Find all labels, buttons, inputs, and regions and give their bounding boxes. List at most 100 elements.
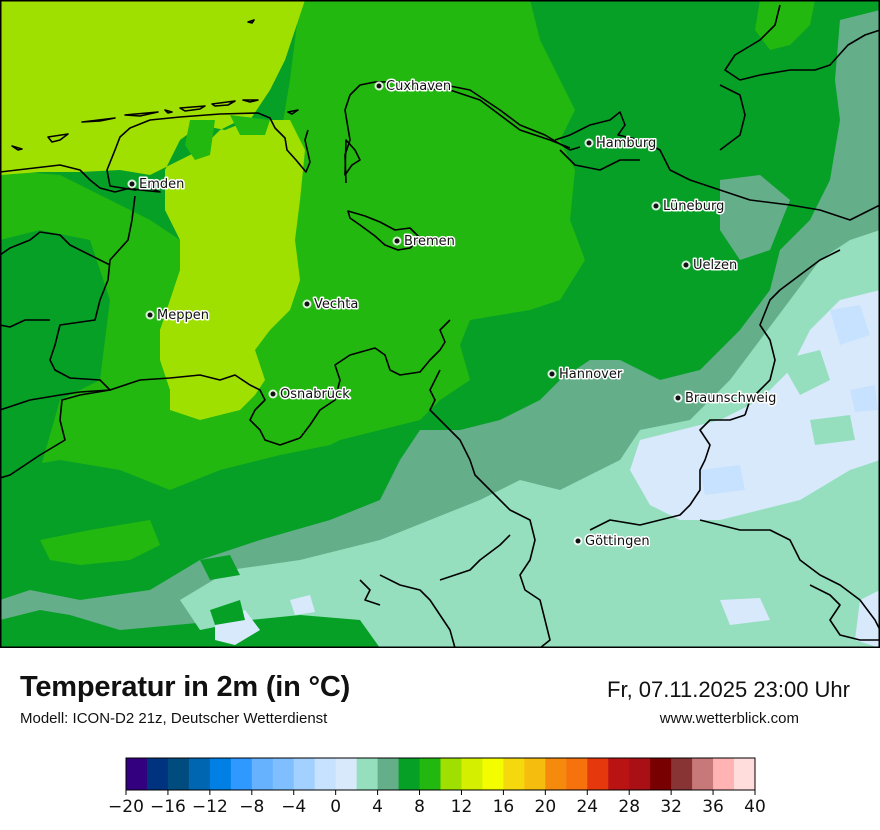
city-label: Cuxhaven — [386, 79, 451, 94]
colorbar-tick-label: 12 — [451, 797, 473, 817]
temp-band-8-10-patch — [755, 0, 815, 50]
city-label: Emden — [139, 177, 184, 192]
colorbar-bin — [524, 758, 546, 790]
city-marker: Vechta — [302, 296, 360, 314]
colorbar-bin — [377, 758, 400, 790]
colorbar-bin — [734, 758, 756, 790]
colorbar-bin — [209, 758, 232, 790]
colorbar-tick-label: −20 — [108, 797, 144, 817]
temp-band-6-8-south-patches — [200, 555, 245, 625]
city-dot-icon — [304, 301, 310, 307]
temp-band-8-10-jade — [230, 115, 270, 135]
city-dot-icon — [376, 83, 382, 89]
city-marker: Cuxhaven — [374, 78, 453, 96]
colorbar-bin — [650, 758, 672, 790]
colorbar-tick-label: 4 — [372, 797, 383, 817]
city-marker: Braunschweig — [673, 390, 778, 408]
colorbar-bin — [440, 758, 462, 790]
city-label: Lüneburg — [663, 199, 724, 214]
city-label: Bremen — [404, 234, 455, 249]
city-marker: Meppen — [145, 307, 210, 325]
temp-band-8-10-sw2 — [40, 520, 160, 565]
colorbar-bin — [671, 758, 693, 790]
colorbar-bin — [608, 758, 630, 790]
colorbar-ticks: −20 −16 −12 −8 −4 0 4 8 12 16 20 24 28 32 36 40 — [108, 790, 766, 817]
city-dot-icon — [653, 203, 659, 209]
temp-band-6-8-west — [0, 230, 110, 480]
city-label: Vechta — [314, 297, 358, 312]
coastlines — [0, 4, 880, 648]
city-dot-icon — [394, 238, 400, 244]
temp-band-6-8-southwest — [0, 430, 440, 620]
colorbar-bins — [126, 758, 756, 790]
city-label: Braunschweig — [685, 391, 776, 406]
colorbar-bin — [251, 758, 274, 790]
colorbar-bin — [398, 758, 421, 790]
colorbar-bin — [293, 758, 316, 790]
valid-datetime: Fr, 07.11.2025 23:00 Uhr — [607, 677, 850, 702]
city-label: Göttingen — [585, 534, 650, 549]
colorbar-bin — [566, 758, 588, 790]
colorbar-bin — [272, 758, 295, 790]
temperature-colorbar: −20 −16 −12 −8 −4 0 4 8 12 16 20 24 28 32 36 40 — [0, 750, 880, 830]
city-marker: Hannover — [547, 366, 624, 384]
map-frame — [0, 0, 880, 648]
colorbar-tick-label: 24 — [576, 797, 598, 817]
city-label: Osnabrück — [280, 387, 350, 402]
city-dot-icon — [129, 181, 135, 187]
temp-band-0-2-south — [215, 590, 880, 648]
colorbar-tick-label: 0 — [330, 797, 341, 817]
map-title: Temperatur in 2m (in °C) — [20, 671, 351, 703]
colorbar-tick-label: 16 — [493, 797, 515, 817]
colorbar-tick-label: −16 — [150, 797, 186, 817]
city-dot-icon — [586, 140, 592, 146]
city-marker: Uelzen — [681, 257, 739, 275]
colorbar-bin — [126, 758, 148, 790]
temp-band-m2-0-flecks — [700, 305, 878, 495]
colorbar-bin — [692, 758, 714, 790]
colorbar-tick-label: 40 — [744, 797, 766, 817]
colorbar-bin — [335, 758, 358, 790]
city-dot-icon — [147, 312, 153, 318]
city-label: Hamburg — [596, 136, 656, 151]
colorbar-bin — [167, 758, 190, 790]
city-marker: Göttingen — [573, 533, 651, 551]
colorbar-bin — [314, 758, 337, 790]
city-label: Hannover — [559, 367, 623, 382]
colorbar-tick-label: 28 — [618, 797, 640, 817]
colorbar-bin — [713, 758, 735, 790]
colorbar-tick-label: 36 — [702, 797, 724, 817]
city-marker: Hamburg — [584, 135, 658, 153]
city-markers: Cuxhaven Hamburg Emden Lüneburg Bremen Uelzen… — [127, 78, 778, 551]
colorbar-tick-label: −12 — [192, 797, 228, 817]
colorbar-bin — [188, 758, 211, 790]
colorbar-tick-label: −8 — [239, 797, 264, 817]
colorbar-tick-label: 8 — [414, 797, 425, 817]
temp-band-2-4 — [180, 230, 880, 648]
colorbar-bin — [419, 758, 441, 790]
colorbar-bin — [146, 758, 169, 790]
city-dot-icon — [675, 395, 681, 401]
colorbar-tick-label: 32 — [660, 797, 682, 817]
colorbar-frame — [125, 757, 756, 791]
city-marker: Emden — [127, 176, 186, 194]
colorbar-bin — [482, 758, 504, 790]
colorbar-tick-label: −4 — [281, 797, 306, 817]
city-dot-icon — [683, 262, 689, 268]
temp-band-8-10-emden — [185, 120, 215, 160]
temp-band-2-4-patch-a — [780, 350, 830, 395]
city-dot-icon — [575, 538, 581, 544]
city-label: Meppen — [157, 308, 209, 323]
colorbar-bin — [587, 758, 609, 790]
city-marker: Lüneburg — [651, 198, 726, 216]
city-dot-icon — [549, 371, 555, 377]
colorbar-tick-label: 20 — [535, 797, 557, 817]
colorbar-bin — [230, 758, 253, 790]
city-label: Uelzen — [693, 258, 737, 273]
city-dot-icon — [270, 391, 276, 397]
city-marker: Osnabrück — [268, 386, 352, 404]
temp-band-0-2 — [630, 290, 880, 520]
website-url: www.wetterblick.com — [659, 710, 799, 727]
colorbar-bin — [545, 758, 567, 790]
colorbar-bin — [356, 758, 379, 790]
